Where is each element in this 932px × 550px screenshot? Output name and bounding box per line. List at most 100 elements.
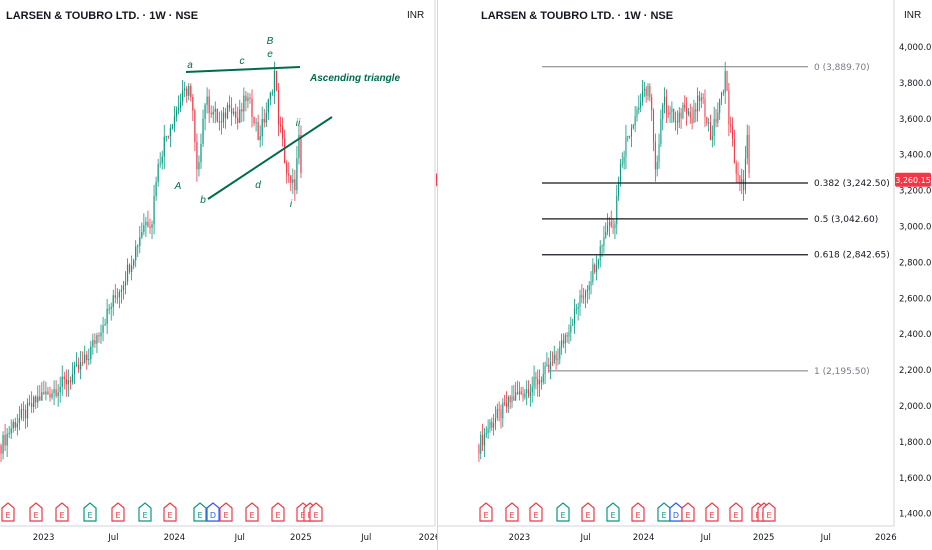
candle-body <box>586 289 588 292</box>
candle-body <box>698 95 700 102</box>
candle-body <box>290 175 292 183</box>
candle-body <box>516 392 519 395</box>
candle-body <box>629 136 631 138</box>
candle-body <box>26 402 29 419</box>
candle-body <box>71 374 74 383</box>
event-marker-label: E <box>709 511 714 520</box>
candle-body <box>190 86 192 98</box>
wave-label: e <box>267 49 273 60</box>
candle-body <box>106 308 108 325</box>
candle-body <box>24 409 27 419</box>
pattern-label: Ascending triangle <box>309 73 400 84</box>
price-tick-label: 2,000.00 <box>899 402 932 412</box>
candle-body <box>636 110 638 117</box>
candle-body <box>533 376 535 387</box>
price-tick-label: 1,600.00 <box>899 474 932 484</box>
candle-body <box>226 104 229 119</box>
candle-body <box>746 134 748 159</box>
candle-body <box>744 158 746 191</box>
event-marker: E <box>111 502 125 522</box>
candle-body <box>507 396 509 407</box>
candle-body <box>621 163 623 165</box>
candle-body <box>286 163 288 174</box>
candle-body <box>265 112 267 123</box>
candle-body <box>51 393 53 398</box>
candle-body <box>151 224 153 228</box>
event-marker: E <box>581 502 595 522</box>
candle-body <box>88 359 90 361</box>
candle-body <box>255 122 257 124</box>
candle-body <box>173 116 176 126</box>
last-price-label: 3,260.15 <box>895 176 931 185</box>
candle-body <box>39 396 41 401</box>
candle-body <box>61 376 63 387</box>
candle-body <box>711 136 713 140</box>
candle-body <box>487 428 489 434</box>
candle-body <box>675 121 677 123</box>
right-chart-panel[interactable]: LARSEN & TOUBRO LTD. · 1W · NSE INR 4,00… <box>437 0 932 550</box>
candle-body <box>590 281 592 286</box>
candle-body <box>623 156 625 164</box>
event-marker: E <box>606 502 620 522</box>
event-marker-label: E <box>635 511 640 520</box>
candle-body <box>35 396 37 403</box>
candle-body <box>75 364 78 366</box>
candle-body <box>135 246 137 261</box>
candle-body <box>546 364 548 366</box>
price-tick-label: 3,800.00 <box>899 79 932 89</box>
candle-body <box>638 107 640 111</box>
candle-body <box>537 379 539 385</box>
event-marker-label: E <box>661 511 666 520</box>
candle-body <box>57 392 59 397</box>
candle-body <box>687 111 689 114</box>
candle-body <box>647 86 649 96</box>
candle-body <box>198 162 200 170</box>
candle-body <box>33 396 35 407</box>
time-tick-label: Jul <box>580 533 591 543</box>
candle-body <box>175 110 178 117</box>
candle-body <box>28 402 31 404</box>
event-marker-label: E <box>197 511 202 520</box>
time-tick-label: 2026 <box>875 533 897 543</box>
candle-body <box>206 96 208 105</box>
right-chart-canvas[interactable]: 4,000.00 3,800.00 3,600.00 3,400.00 3,200.00… <box>438 0 932 550</box>
left-chart-canvas[interactable]: 4,000.003,800.003,600.003,400.003,200.00… <box>0 0 437 550</box>
candle-body <box>709 122 712 140</box>
candle-body <box>202 118 204 144</box>
candle-body <box>90 346 92 360</box>
event-marker: E <box>529 502 543 522</box>
event-marker-label: E <box>533 511 538 520</box>
event-marker-label: E <box>483 511 488 520</box>
candle-body <box>634 116 636 126</box>
candle-body <box>284 138 286 164</box>
price-tick-label: 3,400.00 <box>899 151 932 161</box>
candle-body <box>664 96 666 105</box>
candle-body <box>555 354 557 361</box>
wave-label: ii <box>296 118 301 129</box>
candle-body <box>120 289 123 292</box>
candle-body <box>218 121 220 123</box>
candle-body <box>531 386 533 393</box>
candle-body <box>579 295 581 308</box>
candle-body <box>243 95 245 112</box>
time-tick-label: Jul <box>107 533 118 543</box>
candle-body <box>59 386 61 393</box>
candle-body <box>671 108 673 112</box>
candle-body <box>149 226 151 228</box>
candle-body <box>228 104 231 109</box>
candle-body <box>630 127 632 137</box>
candle-body <box>649 86 651 98</box>
candle-body <box>82 362 84 364</box>
candle-body <box>618 181 620 197</box>
event-marker: E <box>681 502 695 522</box>
candle-body <box>708 122 710 124</box>
candle-body <box>194 110 196 142</box>
chart-title: LARSEN & TOUBRO LTD. · 1W · NSE <box>6 10 199 22</box>
event-marker-label: E <box>87 511 92 520</box>
fib-level-label: 0.5 (3,042.60) <box>814 215 878 225</box>
candle-body <box>720 92 723 100</box>
candle-body <box>288 173 290 176</box>
candle-body <box>693 109 695 123</box>
time-tick-label: 2023 <box>33 533 55 543</box>
left-chart-panel[interactable]: LARSEN & TOUBRO LTD. · 1W · NSE INR 4,00… <box>0 0 437 550</box>
